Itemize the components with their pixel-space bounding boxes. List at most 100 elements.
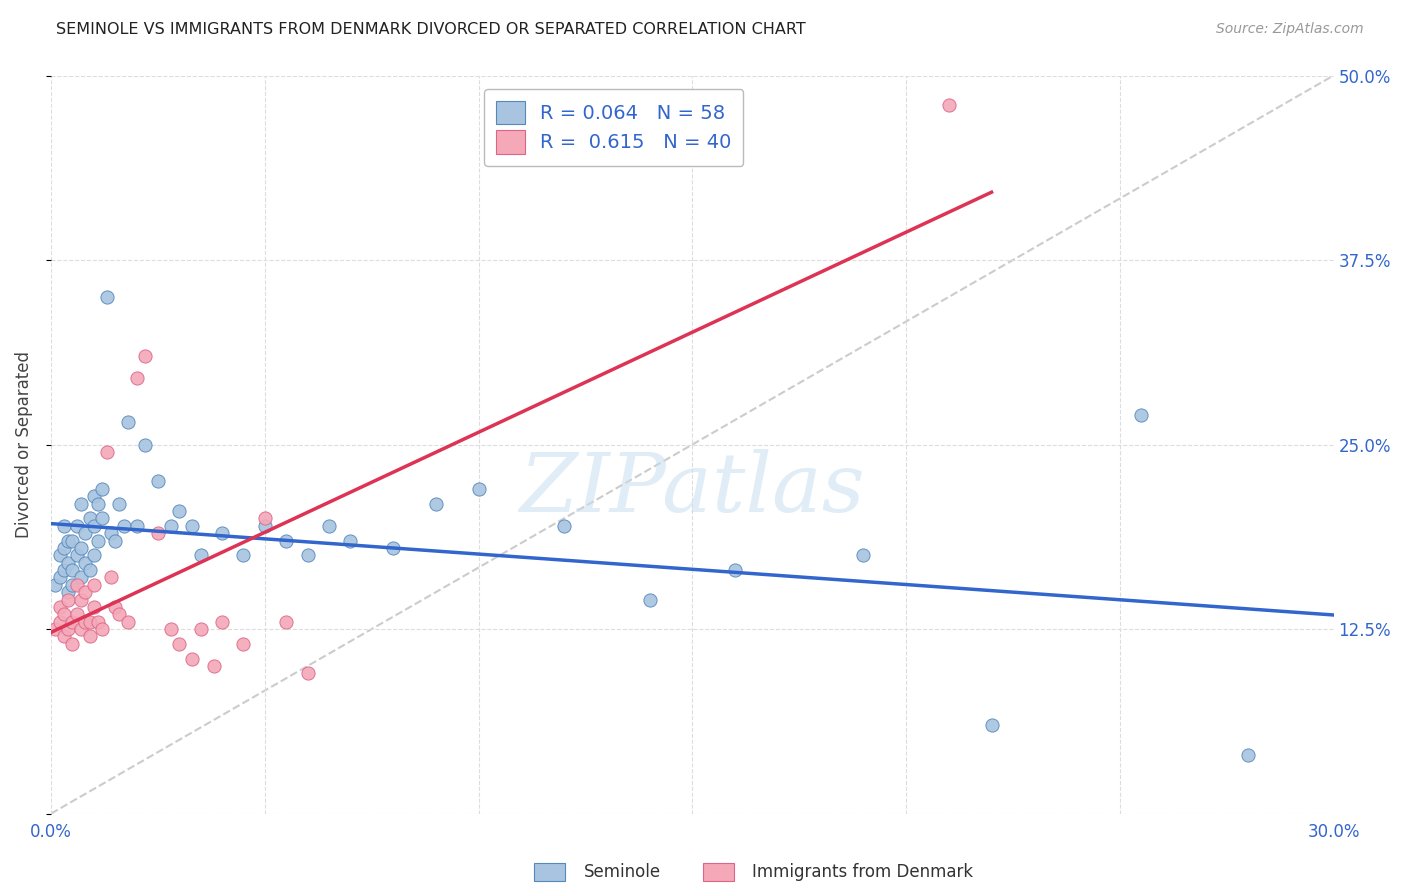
Point: [79, 511, 101, 525]
Point: [852, 549, 875, 563]
Point: [79, 615, 101, 629]
Point: [56, 592, 79, 607]
Text: Seminole: Seminole: [583, 863, 661, 881]
Point: [52, 607, 75, 622]
Point: [48, 549, 70, 563]
Point: [83, 489, 105, 503]
Point: [52, 518, 75, 533]
Point: [724, 563, 747, 577]
Point: [70, 541, 93, 555]
Point: [159, 622, 181, 636]
Point: [211, 526, 233, 541]
Point: [181, 651, 204, 665]
Point: [79, 630, 101, 644]
Point: [48, 570, 70, 584]
Point: [112, 518, 135, 533]
Text: SEMINOLE VS IMMIGRANTS FROM DENMARK DIVORCED OR SEPARATED CORRELATION CHART: SEMINOLE VS IMMIGRANTS FROM DENMARK DIVO…: [56, 22, 806, 37]
Point: [125, 518, 148, 533]
Point: [232, 549, 254, 563]
Point: [980, 718, 1002, 732]
Point: [1130, 408, 1153, 422]
Point: [56, 585, 79, 599]
Point: [134, 349, 156, 363]
Point: [52, 563, 75, 577]
Point: [56, 533, 79, 548]
Point: [91, 511, 114, 525]
Point: [44, 622, 66, 636]
Point: [318, 518, 340, 533]
Point: [66, 578, 89, 592]
Point: [79, 563, 101, 577]
Point: [253, 511, 276, 525]
Point: [1237, 747, 1260, 762]
Point: [108, 497, 131, 511]
Point: [125, 371, 148, 385]
Point: [44, 578, 66, 592]
Point: [938, 98, 960, 112]
Point: [48, 599, 70, 614]
Point: [62, 615, 84, 629]
Point: [276, 615, 298, 629]
Point: [297, 549, 319, 563]
Point: [339, 533, 361, 548]
Point: [100, 526, 122, 541]
Point: [62, 637, 84, 651]
Point: [253, 518, 276, 533]
Text: ZIPatlas: ZIPatlas: [520, 449, 865, 529]
Point: [83, 599, 105, 614]
Point: [211, 615, 233, 629]
Point: [52, 541, 75, 555]
Point: [70, 622, 93, 636]
Point: [425, 497, 447, 511]
Legend: R = 0.064   N = 58, R =  0.615   N = 40: R = 0.064 N = 58, R = 0.615 N = 40: [484, 89, 744, 166]
Point: [146, 475, 169, 489]
Point: [104, 533, 127, 548]
Point: [169, 504, 191, 518]
Text: Source: ZipAtlas.com: Source: ZipAtlas.com: [1216, 22, 1364, 37]
Point: [181, 518, 204, 533]
Point: [553, 518, 575, 533]
Point: [276, 533, 298, 548]
Point: [117, 416, 139, 430]
Point: [159, 518, 181, 533]
Point: [83, 518, 105, 533]
Point: [96, 290, 118, 304]
Point: [75, 585, 97, 599]
Point: [75, 615, 97, 629]
Point: [83, 578, 105, 592]
Point: [96, 445, 118, 459]
Point: [87, 533, 110, 548]
Point: [70, 570, 93, 584]
Point: [146, 526, 169, 541]
Text: Immigrants from Denmark: Immigrants from Denmark: [752, 863, 973, 881]
Point: [62, 533, 84, 548]
Point: [70, 592, 93, 607]
Point: [638, 592, 661, 607]
Point: [104, 599, 127, 614]
Point: [297, 666, 319, 681]
Point: [91, 622, 114, 636]
Point: [117, 615, 139, 629]
Point: [190, 622, 212, 636]
Point: [467, 482, 489, 496]
Point: [91, 482, 114, 496]
Point: [134, 437, 156, 451]
Point: [66, 607, 89, 622]
Point: [66, 518, 89, 533]
Point: [56, 556, 79, 570]
Point: [169, 637, 191, 651]
Point: [52, 630, 75, 644]
Point: [83, 549, 105, 563]
Point: [48, 615, 70, 629]
Point: [70, 497, 93, 511]
Point: [232, 637, 254, 651]
Point: [100, 570, 122, 584]
Point: [382, 541, 405, 555]
Y-axis label: Divorced or Separated: Divorced or Separated: [15, 351, 32, 538]
Point: [75, 556, 97, 570]
Point: [87, 497, 110, 511]
Point: [202, 659, 225, 673]
Point: [75, 526, 97, 541]
Point: [56, 622, 79, 636]
Point: [66, 549, 89, 563]
